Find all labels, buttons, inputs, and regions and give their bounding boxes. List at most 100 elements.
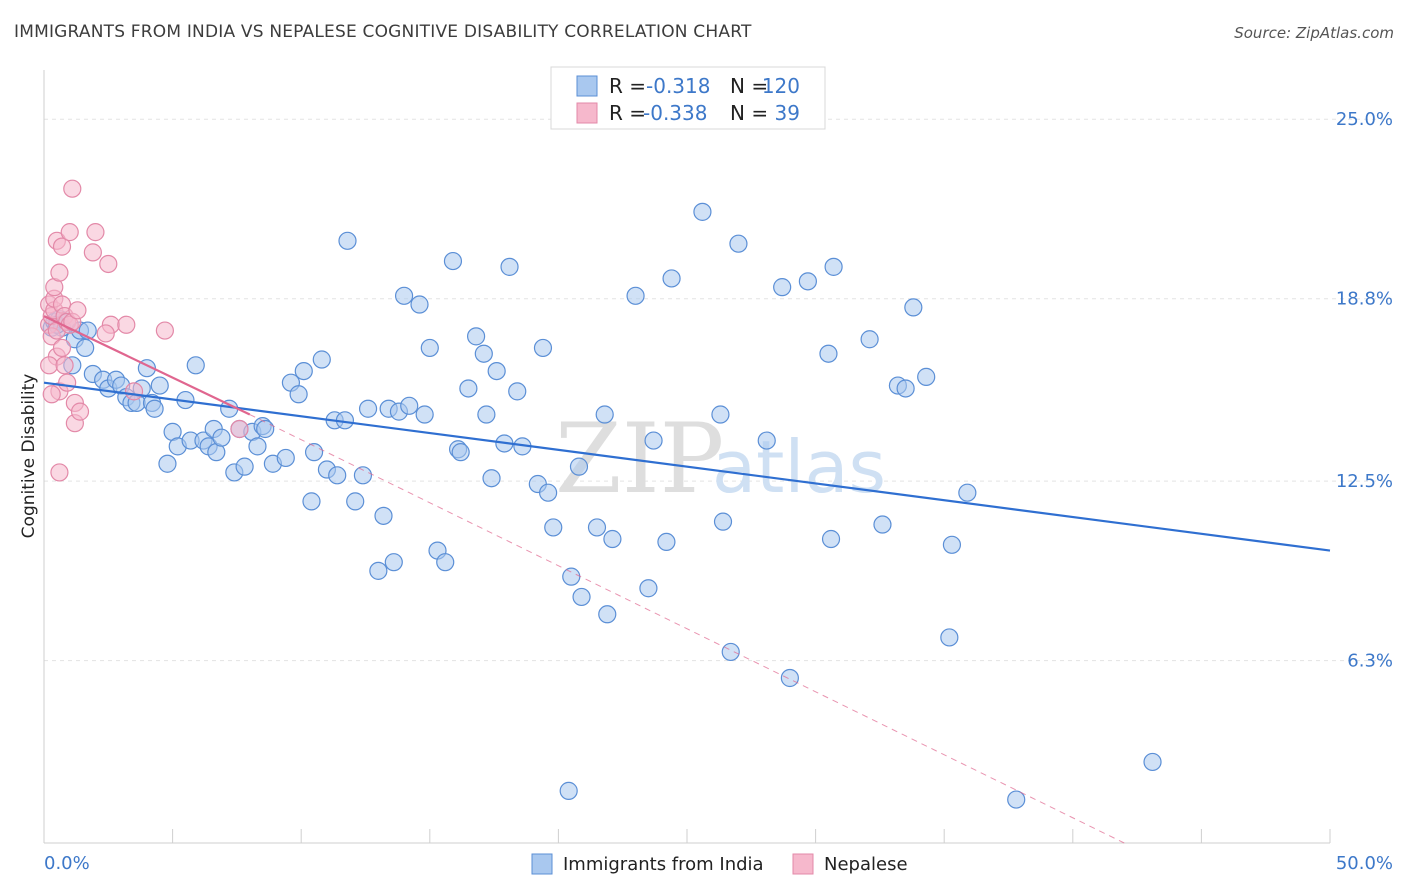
india-point	[559, 781, 578, 800]
india-point	[477, 405, 496, 424]
india-point	[338, 231, 357, 250]
watermark: ZIP atlas	[555, 403, 886, 515]
india-point	[626, 286, 645, 305]
india-point	[798, 272, 817, 291]
india-point	[276, 448, 295, 468]
india-point	[451, 443, 470, 462]
y-tick-label-0: 6.3%	[1347, 651, 1393, 672]
nepalese-point	[117, 315, 136, 334]
nepalese-point	[155, 321, 174, 340]
india-point	[569, 457, 589, 476]
nepalese-point	[63, 179, 82, 198]
india-point	[539, 483, 558, 502]
nepalese-point	[230, 419, 249, 439]
india-point	[212, 428, 231, 447]
nepalese-point	[40, 356, 59, 375]
india-point	[302, 492, 321, 511]
india-point	[312, 350, 331, 369]
india-point	[346, 492, 365, 511]
legend-swatch-india	[576, 75, 598, 97]
india-point	[474, 344, 493, 363]
india-point	[304, 443, 324, 462]
y-tick-labels: 6.3% 12.5% 18.8% 25.0%	[1336, 109, 1393, 671]
india-point	[158, 454, 177, 473]
india-point	[821, 529, 841, 549]
india-point	[384, 553, 403, 572]
chart-title: IMMIGRANTS FROM INDIA VS NEPALESE COGNIT…	[14, 22, 752, 42]
india-point	[639, 579, 658, 598]
india-point	[369, 561, 388, 580]
india-point	[598, 605, 617, 624]
legend-r-label-1: R =	[609, 74, 646, 98]
india-point	[410, 295, 429, 314]
nepalese-point	[55, 356, 74, 375]
x-tick-labels: 0.0% 50.0%	[44, 853, 1393, 874]
india-point	[150, 376, 169, 395]
india-point	[1143, 752, 1162, 772]
india-point	[294, 361, 313, 381]
india-point	[819, 344, 838, 363]
series-legend: Immigrants from India Nepalese	[531, 853, 908, 875]
india-point	[443, 251, 463, 271]
nepalese-point	[52, 237, 72, 256]
india-point	[773, 278, 792, 297]
india-point	[482, 469, 501, 488]
legend-n-value-2: 39	[775, 101, 800, 125]
india-point	[459, 379, 478, 398]
india-point	[729, 234, 748, 253]
india-point	[256, 419, 275, 439]
india-trend-line	[43, 381, 1331, 552]
y-tick-label-3: 25.0%	[1336, 109, 1393, 130]
india-point	[896, 379, 915, 398]
y-tick-label-1: 12.5%	[1336, 471, 1393, 492]
india-point	[757, 431, 776, 450]
nepalese-point	[86, 223, 105, 242]
india-point	[693, 202, 712, 221]
legend-swatch-nepalese	[576, 102, 598, 124]
india-point	[572, 587, 591, 607]
india-point	[145, 399, 164, 418]
india-point	[487, 361, 506, 381]
nepalese-point	[60, 223, 79, 242]
india-point	[235, 457, 254, 476]
india-point	[76, 338, 95, 358]
india-point	[595, 405, 614, 424]
india-point	[713, 512, 733, 531]
nepalese-point	[58, 373, 77, 392]
x-tick-label-min: 0.0%	[44, 853, 90, 874]
nepalese-point	[70, 402, 90, 421]
india-point	[466, 327, 486, 346]
india-point	[958, 483, 977, 502]
grid-lines	[44, 118, 1395, 662]
watermark-atlas: atlas	[712, 425, 886, 509]
india-point	[721, 642, 740, 662]
legend-n-label-1: N =	[730, 74, 768, 98]
india-point	[1007, 790, 1026, 809]
y-tick-label-2: 18.8%	[1336, 289, 1393, 310]
india-point	[780, 668, 799, 688]
legend-n-value-1: 120	[762, 74, 800, 98]
india-point	[824, 257, 843, 276]
india-point	[400, 396, 419, 415]
india-point	[657, 532, 676, 552]
india-point	[420, 338, 439, 358]
legend-r-value-2: -0.338	[643, 101, 707, 125]
nepalese-point	[83, 243, 102, 262]
india-point	[533, 338, 553, 358]
nepalese-trend-line	[43, 315, 251, 416]
india-point	[248, 437, 267, 456]
bottom-legend-label-india: Immigrants from India	[563, 854, 764, 875]
axes	[43, 70, 1331, 844]
nepalese-trend-extension	[249, 414, 1125, 844]
nepalese-point	[99, 254, 118, 274]
india-point	[508, 382, 527, 401]
india-point	[328, 466, 347, 485]
india-point	[662, 269, 681, 288]
nepalese-point	[50, 263, 69, 282]
nepalese-point	[96, 324, 115, 343]
india-point	[186, 356, 205, 375]
series-nepalese-points	[40, 179, 249, 482]
india-point	[917, 367, 936, 386]
legend-r-value-1: -0.318	[646, 74, 710, 98]
india-point	[587, 518, 607, 537]
